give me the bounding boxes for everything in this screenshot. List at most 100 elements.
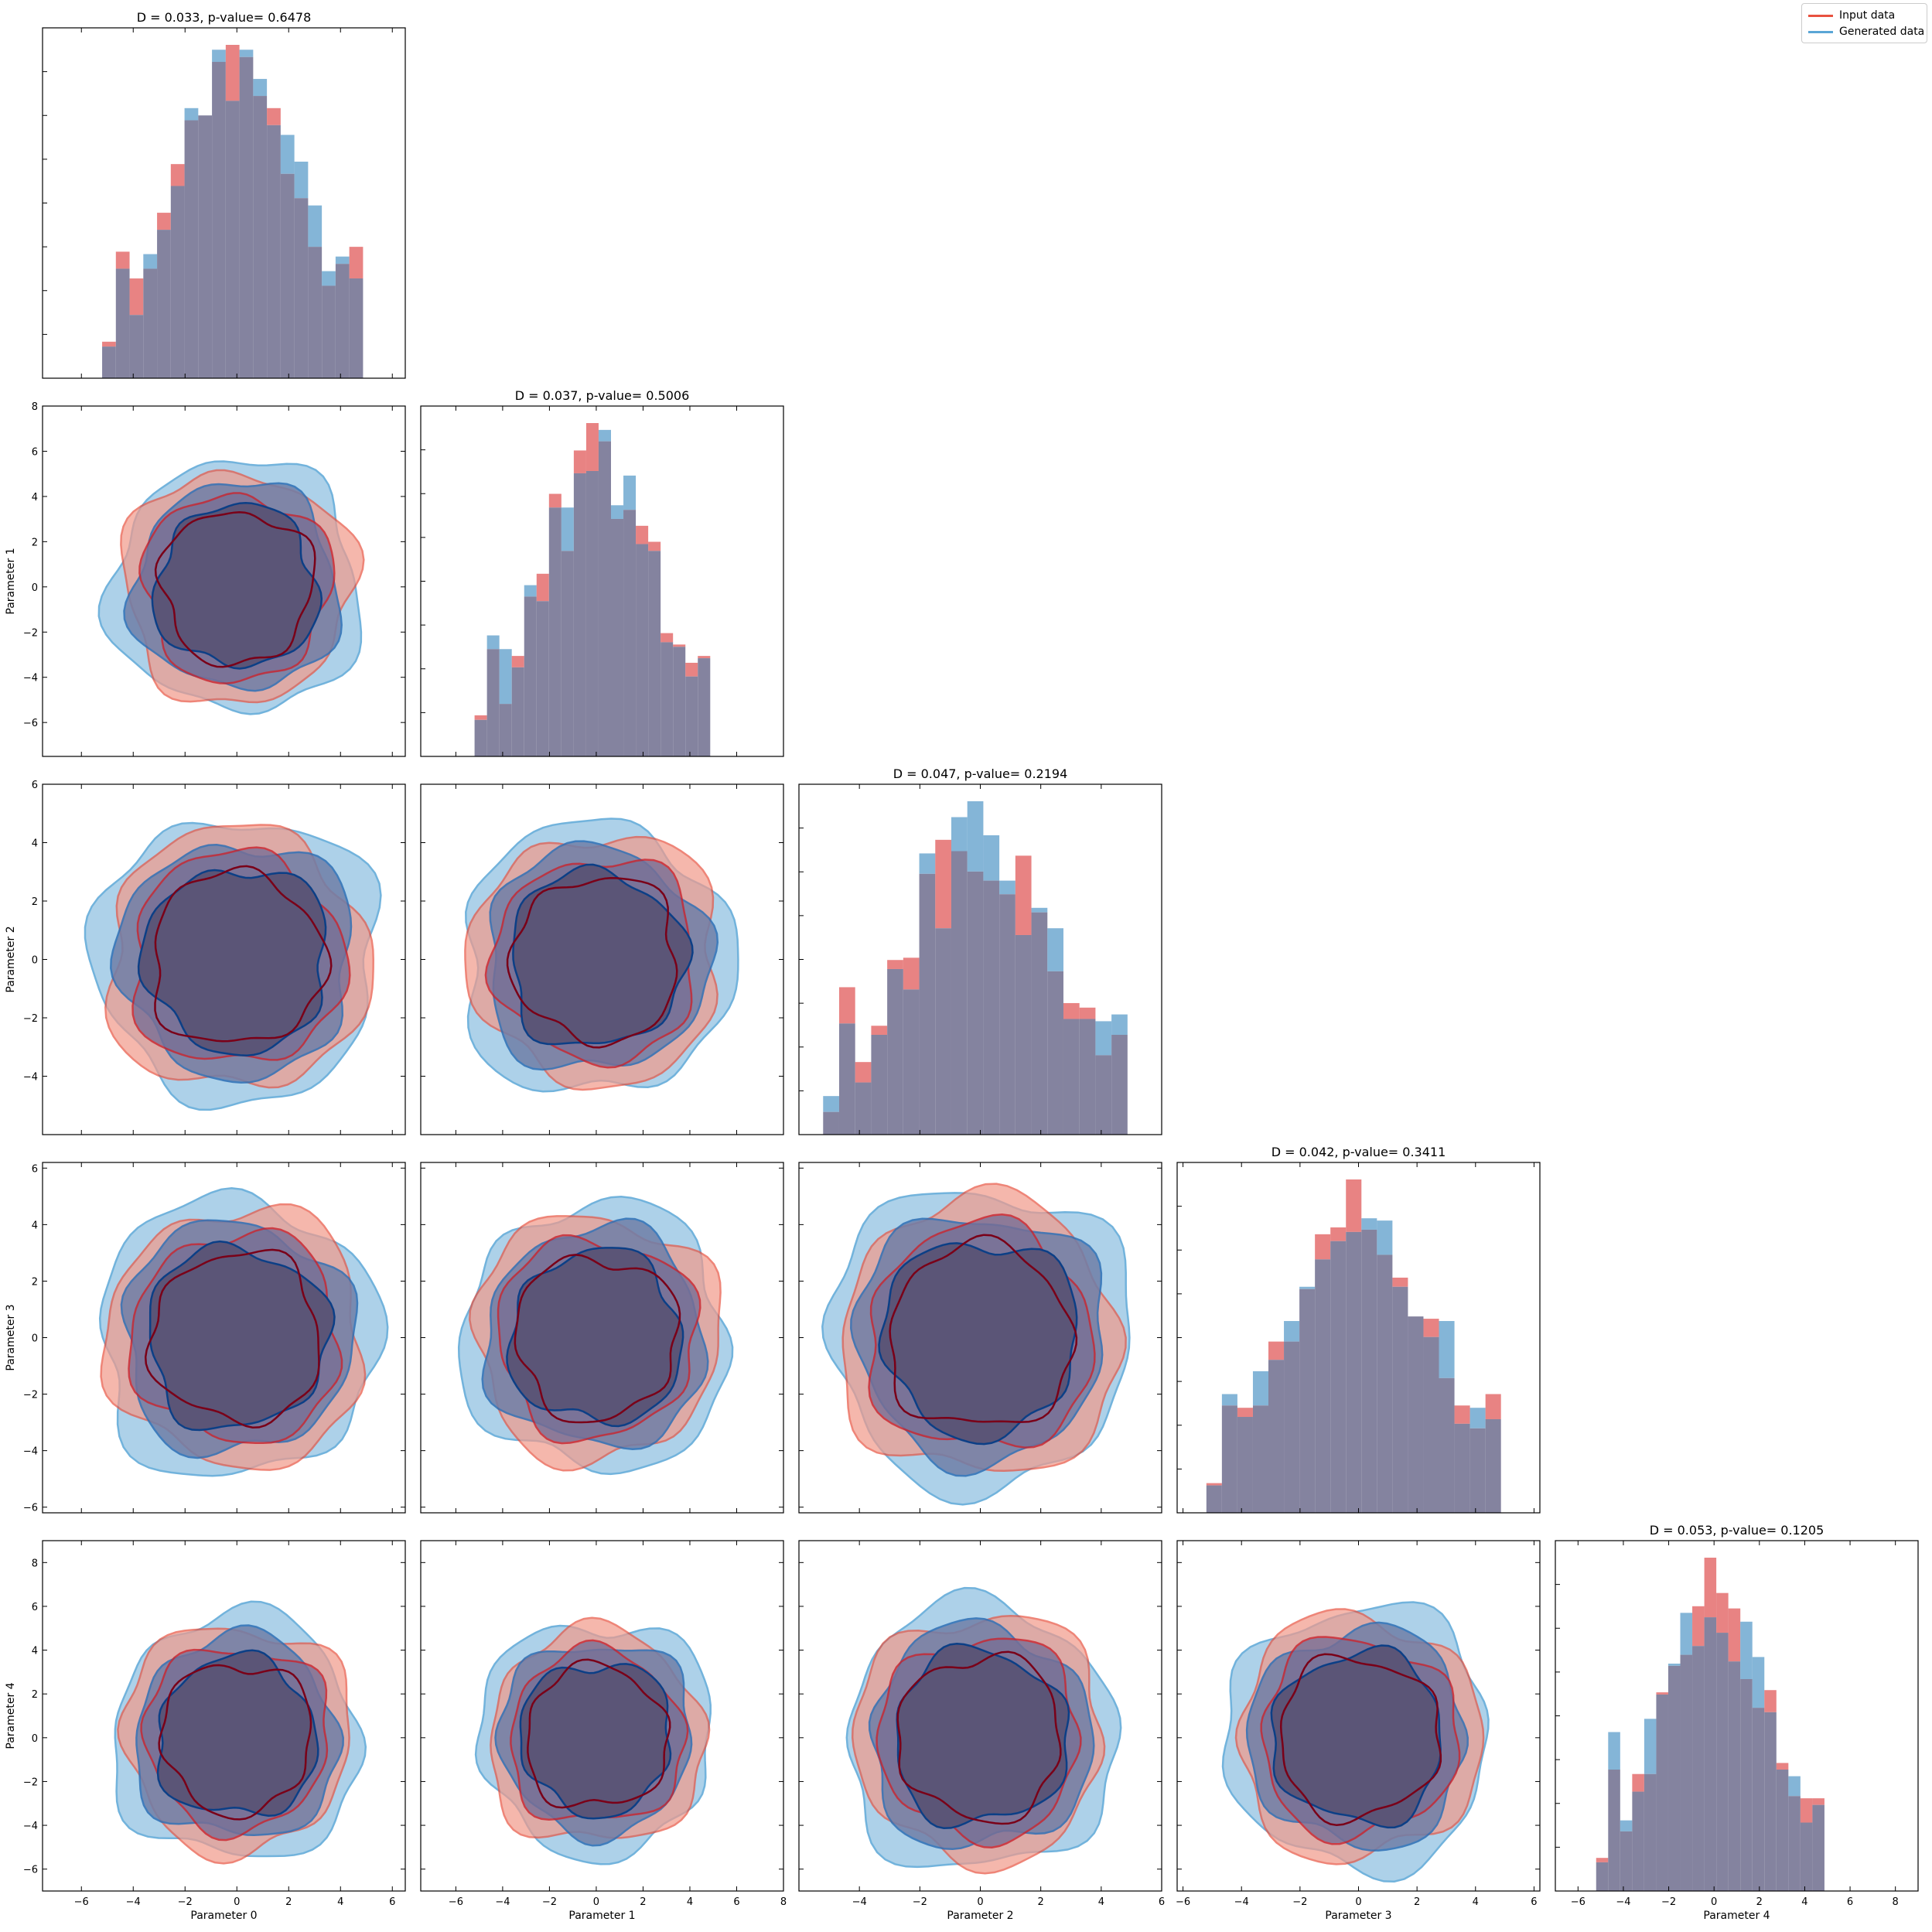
- contour-panel-1-3: [420, 1162, 784, 1514]
- generated-hist-bar: [1361, 1218, 1377, 1230]
- overlap-hist-bar: [1667, 1665, 1681, 1891]
- overlap-hist-bar: [225, 101, 240, 378]
- overlap-hist-bar: [129, 315, 144, 378]
- panel-frame: [1176, 1540, 1541, 1892]
- x-tick-label: −2: [1292, 1896, 1307, 1908]
- histogram-title: D = 0.047, p-value= 0.2194: [893, 766, 1068, 781]
- generated-hist-bar: [1047, 928, 1063, 971]
- generated-hist-bar: [1284, 1321, 1300, 1342]
- x-tick-label: −4: [126, 1896, 141, 1908]
- generated-hist-bar: [1469, 1408, 1486, 1429]
- generated-hist-bar: [823, 1096, 839, 1112]
- overlap-hist-bar: [1237, 1417, 1253, 1513]
- x-tick-label: −4: [495, 1896, 510, 1908]
- input-hist-bar: [474, 715, 487, 720]
- generated-hist-bar: [623, 475, 637, 510]
- overlap-hist-bar: [903, 989, 920, 1135]
- y-tick-label: 0: [32, 582, 38, 594]
- overlap-hist-bar: [1392, 1286, 1408, 1513]
- overlap-hist-bar: [280, 173, 295, 378]
- legend-swatch-generated: [1808, 30, 1833, 33]
- y-tick-label: 6: [32, 1163, 38, 1175]
- input-hist-bar: [170, 164, 185, 186]
- generated-hist-bar: [280, 135, 295, 174]
- generated-hist-bar: [524, 585, 537, 597]
- x-tick-label: −6: [1571, 1896, 1586, 1908]
- generated-hist-bar: [1299, 1286, 1316, 1289]
- y-tick-label: 2: [32, 1689, 38, 1701]
- overlap-hist-bar: [1330, 1241, 1347, 1513]
- overlap-hist-bar: [585, 470, 599, 756]
- generated-hist-bar: [322, 271, 336, 286]
- input-hist-bar: [1596, 1858, 1609, 1862]
- x-tick-label: −6: [1176, 1896, 1190, 1908]
- generated-hist-bar: [1752, 1657, 1765, 1708]
- y-tick-label: 0: [32, 1333, 38, 1345]
- panel-content: [84, 821, 382, 1111]
- input-hist-bar: [855, 1062, 872, 1083]
- x-tick-label: −6: [449, 1896, 463, 1908]
- x-tick-label: −6: [74, 1896, 89, 1908]
- input-contour-inner: [506, 877, 678, 1049]
- histogram-title: D = 0.033, p-value= 0.6478: [137, 10, 312, 25]
- generated-hist-bar: [1740, 1621, 1753, 1679]
- x-tick-label: 2: [285, 1896, 292, 1908]
- input-hist-bar: [1206, 1483, 1222, 1486]
- generated-contour-inner: [156, 1649, 319, 1817]
- x-tick-label: 4: [337, 1896, 343, 1908]
- overlap-hist-bar: [1299, 1289, 1316, 1513]
- overlap-hist-bar: [335, 264, 350, 378]
- overlap-hist-bar: [999, 894, 1015, 1135]
- generated-hist-bar: [499, 649, 512, 705]
- input-hist-bar: [349, 247, 364, 279]
- panel-frame: [798, 783, 1162, 1135]
- histogram-title: D = 0.042, p-value= 0.3411: [1272, 1145, 1446, 1159]
- generated-hist-bar: [212, 49, 226, 63]
- overlap-hist-bar: [1632, 1791, 1644, 1891]
- input-hist-bar: [660, 633, 674, 643]
- panel-frame: [1555, 1540, 1919, 1892]
- generated-hist-bar: [239, 49, 254, 57]
- x-tick-label: 6: [389, 1896, 395, 1908]
- generated-hist-bar: [294, 162, 309, 199]
- panel-frame: [420, 1162, 784, 1514]
- overlap-hist-bar: [1315, 1259, 1331, 1513]
- generated-hist-bar: [1680, 1613, 1693, 1655]
- histogram-panel-1: D = 0.037, p-value= 0.5006: [420, 388, 784, 757]
- input-hist-bar: [1079, 1007, 1096, 1019]
- input-hist-bar: [1015, 855, 1032, 935]
- input-hist-bar: [548, 493, 562, 508]
- overlap-hist-bar: [983, 880, 1000, 1135]
- x-tick-label: 2: [640, 1896, 646, 1908]
- input-hist-bar: [573, 450, 586, 473]
- input-hist-bar: [1716, 1592, 1729, 1633]
- y-axis-label-4: Parameter 4: [5, 1682, 17, 1749]
- x-tick-label: 0: [977, 1896, 983, 1908]
- overlap-hist-bar: [1485, 1418, 1501, 1513]
- panel-frame: [1176, 1162, 1541, 1514]
- overlap-hist-bar: [838, 1023, 855, 1135]
- overlap-hist-bar: [660, 642, 674, 756]
- y-axis-label-1: Parameter 1: [5, 548, 17, 614]
- panel-content: [1221, 1601, 1490, 1883]
- input-hist-bar: [1656, 1692, 1668, 1695]
- panel-content: [821, 1183, 1131, 1506]
- overlap-hist-bar: [871, 1034, 888, 1135]
- x-tick-label: 4: [1801, 1896, 1807, 1908]
- overlap-hist-bar: [308, 247, 323, 378]
- input-contour-inner: [889, 1234, 1078, 1423]
- legend: Input data Generated data: [1801, 3, 1927, 43]
- y-tick-label: −6: [23, 1503, 38, 1514]
- overlap-hist-bar: [610, 518, 624, 756]
- input-hist-bar: [1764, 1690, 1777, 1712]
- overlap-hist-bar: [170, 186, 185, 378]
- x-tick-label: 8: [1893, 1896, 1899, 1908]
- y-tick-label: 8: [32, 1558, 38, 1569]
- generated-contour-inner: [1270, 1644, 1442, 1829]
- panel-frame: [420, 783, 784, 1135]
- y-tick-label: 4: [32, 1220, 38, 1231]
- x-tick-label: 0: [1355, 1896, 1361, 1908]
- histogram-panel-3: D = 0.042, p-value= 0.3411: [1176, 1145, 1541, 1514]
- overlap-hist-bar: [1221, 1405, 1237, 1513]
- overlap-hist-bar: [1361, 1229, 1377, 1513]
